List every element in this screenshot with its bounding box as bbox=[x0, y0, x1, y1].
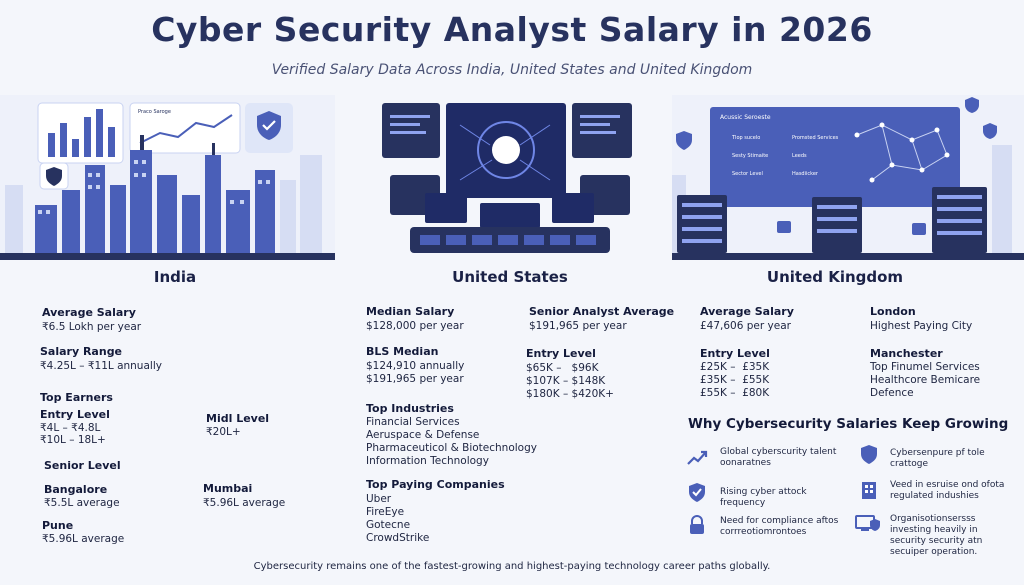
uk-dashboard-item: Sesty Stimaite bbox=[732, 153, 768, 159]
computer-shield-icon bbox=[855, 515, 880, 531]
india-mumbai-label: Mumbai bbox=[203, 482, 253, 495]
shield-icon bbox=[861, 445, 877, 464]
us-command-center-graphic bbox=[380, 95, 640, 260]
india-bangalore-value: ₹5.5L average bbox=[44, 497, 120, 509]
india-senior-level-label: Senior Level bbox=[44, 459, 121, 472]
us-entry-level-line-3: $180K – $420K+ bbox=[526, 388, 614, 400]
uk-average-salary-label: Average Salary bbox=[700, 305, 794, 318]
reason-text: Rising cyber attock frequency bbox=[720, 487, 807, 508]
trend-up-icon bbox=[687, 450, 708, 465]
us-industry-item: Financial Services bbox=[366, 416, 460, 428]
uk-entry-level-line-1: £25K – £35K bbox=[700, 361, 770, 373]
india-top-earners-label: Top Earners bbox=[40, 391, 113, 404]
us-bls-median-label: BLS Median bbox=[366, 345, 439, 358]
india-salary-range-value: ₹4.25L – ₹11L annually bbox=[40, 360, 162, 372]
uk-london-label: London bbox=[870, 305, 916, 318]
us-company-item: Uber bbox=[366, 493, 392, 505]
reason-text: Need for compliance aftos corrreotiomron… bbox=[720, 516, 839, 537]
india-heading: India bbox=[153, 268, 197, 286]
us-company-item: CrowdStrike bbox=[366, 532, 430, 544]
india-average-salary-value: ₹6.5 Lokh per year bbox=[42, 321, 142, 333]
us-top-industries-label: Top Industries bbox=[366, 402, 454, 415]
india-entry-level-label: Entry Level bbox=[40, 408, 110, 421]
uk-london-value: Highest Paying City bbox=[870, 320, 973, 332]
page-subtitle: Verified Salary Data Across India, Unite… bbox=[271, 62, 753, 78]
uk-entry-level-label: Entry Level bbox=[700, 347, 770, 360]
us-bls-median-line-2: $191,965 per year bbox=[366, 373, 464, 385]
uk-dashboard-title: Acussic Seroeste bbox=[720, 114, 771, 121]
uk-entry-level-line-3: £55K – £80K bbox=[700, 387, 770, 399]
india-card-label: Praco Saroge bbox=[138, 109, 171, 115]
uk-entry-level-line-2: £35K – £55K bbox=[700, 374, 770, 386]
us-company-item: Gotecne bbox=[366, 519, 411, 531]
us-top-companies-label: Top Paying Companies bbox=[366, 478, 505, 491]
us-senior-average-label: Senior Analyst Average bbox=[529, 305, 675, 318]
uk-manchester-line: Defence bbox=[870, 387, 914, 399]
uk-dashboard-item: Leeds bbox=[792, 153, 807, 159]
lock-icon bbox=[690, 515, 704, 534]
reason-text: Global cyberscurity talent oonaratnes bbox=[720, 447, 837, 468]
india-mid-level-value: ₹20L+ bbox=[206, 426, 241, 438]
us-heading: United States bbox=[452, 268, 568, 286]
india-mid-level-label: Midl Level bbox=[206, 412, 270, 425]
india-average-salary-label: Average Salary bbox=[42, 306, 136, 319]
uk-dashboard-item: Sector Level bbox=[732, 171, 763, 177]
uk-network-graphic: Acussic Seroeste Tlop sucelo Sesty Stima… bbox=[672, 95, 1024, 260]
india-bangalore-label: Bangalore bbox=[44, 483, 108, 496]
reason-text: Organisotionsersss investing heavily in … bbox=[890, 514, 983, 557]
india-entry-level-line-2: ₹10L – 18L+ bbox=[40, 434, 106, 446]
us-company-item: FireEye bbox=[366, 506, 405, 518]
us-entry-level-label: Entry Level bbox=[526, 347, 596, 360]
india-entry-level-line-1: ₹4L – ₹4.8L bbox=[40, 422, 101, 434]
reason-text: Veed in esruise ond ofota regulated indu… bbox=[890, 480, 1005, 501]
india-skyline-graphic: Praco Saroge bbox=[0, 95, 335, 260]
us-median-salary-label: Median Salary bbox=[366, 305, 455, 318]
uk-dashboard-item: Promsted Services bbox=[792, 135, 839, 141]
us-industry-item: Pharmaceuticol & Biotechnology bbox=[366, 442, 537, 454]
shield-check-icon bbox=[689, 483, 705, 502]
reason-text: Cybersenpure pf tole crattoge bbox=[890, 448, 985, 469]
india-mumbai-value: ₹5.96L average bbox=[203, 497, 286, 509]
uk-average-salary-value: £47,606 per year bbox=[700, 320, 791, 332]
india-salary-range-label: Salary Range bbox=[40, 345, 123, 358]
us-entry-level-line-2: $107K – $148K bbox=[526, 375, 606, 387]
uk-manchester-label: Manchester bbox=[870, 347, 943, 360]
uk-illustration: Acussic Seroeste Tlop sucelo Sesty Stima… bbox=[672, 95, 1024, 260]
us-entry-level-line-1: $65K – $96K bbox=[526, 362, 599, 374]
uk-dashboard-item: Tlop sucelo bbox=[731, 135, 760, 141]
uk-heading: United Kingdom bbox=[766, 268, 904, 286]
us-median-salary-value: $128,000 per year bbox=[366, 320, 464, 332]
uk-manchester-line: Healthcore Bemicare bbox=[870, 374, 981, 386]
india-pune-value: ₹5.96L average bbox=[42, 533, 125, 545]
footer-note: Cybersecurity remains one of the fastest… bbox=[253, 561, 771, 572]
page-title: Cyber Security Analyst Salary in 2026 bbox=[151, 10, 873, 49]
india-illustration: Praco Saroge bbox=[0, 95, 335, 260]
us-senior-average-value: $191,965 per year bbox=[529, 320, 627, 332]
us-illustration bbox=[380, 95, 640, 260]
why-section-title: Why Cybersecurity Salaries Keep Growing bbox=[688, 416, 1009, 432]
building-icon bbox=[862, 482, 876, 499]
uk-dashboard-item: Hasdiicker bbox=[792, 171, 819, 177]
uk-manchester-line: Top Finumel Services bbox=[870, 361, 980, 373]
us-bls-median-line-1: $124,910 annually bbox=[366, 360, 465, 372]
us-industry-item: Information Technology bbox=[366, 455, 489, 467]
india-pune-label: Pune bbox=[42, 519, 74, 532]
us-industry-item: Aeruspace & Defense bbox=[366, 429, 480, 441]
